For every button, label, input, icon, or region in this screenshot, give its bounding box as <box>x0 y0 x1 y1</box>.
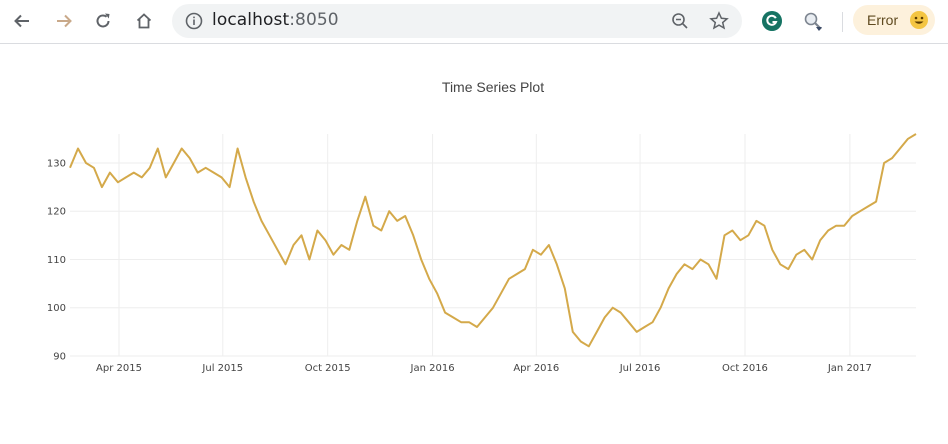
error-label: Error <box>867 12 899 28</box>
back-arrow-icon <box>14 14 29 28</box>
reload-button[interactable] <box>89 8 117 34</box>
zoom-out-icon[interactable] <box>670 11 690 31</box>
browser-toolbar: localhost:8050 Error <box>0 0 948 44</box>
x-tick-label: Apr 2015 <box>96 363 142 374</box>
back-button[interactable] <box>8 8 36 34</box>
y-tick-label: 100 <box>47 303 66 314</box>
x-tick-label: Oct 2016 <box>722 363 768 374</box>
home-button[interactable] <box>130 8 158 34</box>
x-tick-label: Apr 2016 <box>513 363 559 374</box>
url-port: :8050 <box>289 10 339 30</box>
forward-button[interactable] <box>50 8 78 34</box>
chart-title: Time Series Plot <box>441 79 545 95</box>
home-icon <box>136 13 152 29</box>
x-tick-label: Jul 2016 <box>619 363 661 374</box>
y-tick-label: 130 <box>47 158 66 169</box>
x-tick-label: Jan 2017 <box>827 363 872 374</box>
x-tick-label: Jan 2016 <box>410 363 455 374</box>
info-icon[interactable] <box>184 11 204 31</box>
reload-icon <box>96 13 110 28</box>
grammarly-icon[interactable] <box>760 9 784 33</box>
x-tick-label: Oct 2015 <box>305 363 351 374</box>
extension-icon[interactable] <box>801 9 825 33</box>
y-tick-label: 120 <box>47 207 66 218</box>
forward-arrow-icon <box>57 14 72 28</box>
x-tick-label: Jul 2015 <box>201 363 243 374</box>
series-line <box>69 133 917 348</box>
toolbar-divider <box>842 12 843 32</box>
address-bar[interactable]: localhost:8050 <box>172 4 742 38</box>
error-profile-button[interactable]: Error <box>853 5 935 35</box>
y-tick-label: 110 <box>47 255 66 266</box>
emoji-face-icon <box>910 11 928 29</box>
time-series-chart: 90 100 110 120 130 Apr 2015 Jul 2015 Oct 2015 Ja… <box>47 133 917 374</box>
star-icon[interactable] <box>709 11 729 31</box>
y-tick-label: 90 <box>53 352 66 363</box>
url-text[interactable]: localhost:8050 <box>212 10 339 30</box>
url-host: localhost <box>212 10 290 30</box>
chart-area: Time Series Plot 90 100 110 120 130 Apr 2015 J… <box>0 44 948 444</box>
